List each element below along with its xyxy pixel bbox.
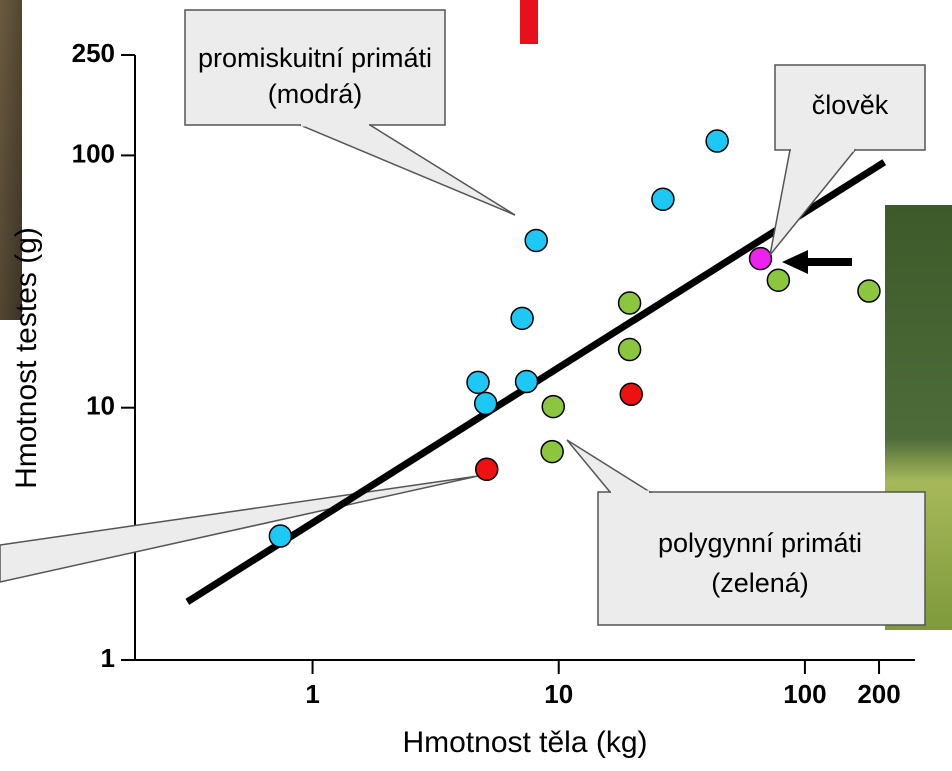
point — [541, 394, 566, 419]
y-tick-label: 10 — [86, 391, 115, 421]
point — [466, 370, 490, 395]
x-tick-label: 200 — [857, 679, 900, 709]
callout-pointer — [566, 439, 653, 493]
y-tick-label: 250 — [72, 38, 115, 68]
callout-text: (modrá) — [268, 79, 363, 109]
point — [619, 382, 643, 407]
point — [473, 391, 498, 416]
callout-pointer — [0, 475, 479, 583]
callout-text: člověk — [812, 90, 889, 120]
x-axis-title: Hmotnost těla (kg) — [402, 726, 647, 759]
callout-box — [774, 64, 926, 151]
x-tick-label: 10 — [544, 679, 573, 709]
callout-pointer — [299, 124, 516, 216]
point — [705, 129, 729, 153]
point — [617, 291, 642, 315]
point — [524, 228, 548, 253]
point — [857, 279, 881, 303]
callout-text: promiskuitní primáti — [198, 43, 432, 73]
point — [474, 457, 499, 482]
callout-text: polygynní primáti — [658, 528, 862, 558]
photo-left — [0, 0, 22, 320]
callout-text: (zelená) — [711, 568, 809, 598]
x-tick-label: 1 — [305, 679, 319, 709]
y-tick-label: 1 — [101, 643, 115, 673]
point — [540, 439, 564, 464]
y-tick-label: 100 — [72, 138, 115, 168]
point — [268, 524, 293, 548]
point — [510, 306, 534, 331]
callout-box — [597, 491, 926, 626]
x-tick-label: 100 — [783, 679, 826, 709]
point — [617, 337, 642, 362]
point — [748, 246, 773, 271]
callout-pointer — [769, 149, 857, 256]
point — [514, 369, 539, 394]
point — [766, 268, 791, 293]
y-axis-title: Hmotnost testes (g) — [10, 227, 43, 489]
callout-box — [184, 9, 446, 126]
arrow-head — [782, 250, 808, 274]
title-fragment — [520, 0, 538, 44]
point — [651, 187, 675, 212]
